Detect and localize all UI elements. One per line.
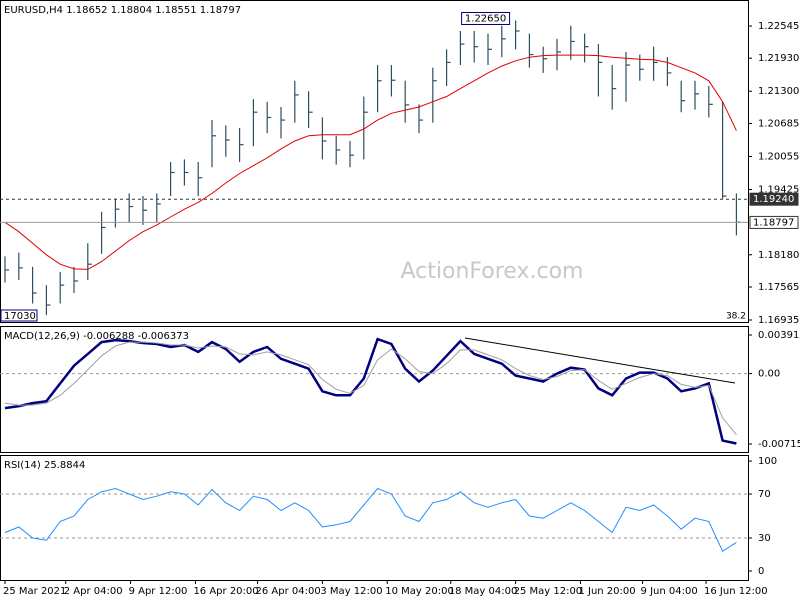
- y-tick-label: 1.16935: [758, 315, 799, 326]
- y-tick-label: 100: [758, 456, 777, 467]
- trend-line: [464, 337, 736, 384]
- price-level-label: 1.19240: [753, 194, 794, 205]
- x-tick-label: 9 Jun 04:00: [641, 586, 698, 597]
- indicator-line: [4, 487, 737, 552]
- y-tick-label: 70: [758, 489, 771, 500]
- price-level-box: [749, 215, 799, 229]
- x-tick-label: 9 Apr 12:00: [129, 586, 188, 597]
- y-tick-label: 1.19425: [758, 185, 799, 196]
- annotation-box: [0, 309, 38, 322]
- x-tick-label: 1 Jun 20:00: [578, 586, 635, 597]
- y-tick-label: 30: [758, 533, 771, 544]
- watermark: ActionForex.com: [401, 259, 584, 284]
- y-tick-label: 0: [758, 566, 764, 577]
- x-tick-label: 2 Apr 04:00: [64, 586, 123, 597]
- y-tick-label: 1.21930: [758, 53, 799, 64]
- x-tick-label: 10 May 20:00: [385, 586, 454, 597]
- indicator-line: [4, 337, 737, 445]
- moving-average: [4, 54, 737, 270]
- price-level-box: [749, 192, 799, 206]
- x-tick-label: 3 May 12:00: [320, 586, 382, 597]
- y-tick-label: 0.003917: [758, 330, 800, 341]
- x-tick-label: 26 Apr 04:00: [256, 586, 321, 597]
- panel-title: MACD(12,26,9) -0.006288 -0.006373: [4, 331, 189, 342]
- x-tick-label: 25 May 12:00: [514, 586, 583, 597]
- x-tick-label: 16 Jun 12:00: [704, 586, 768, 597]
- panel-frame: [0, 455, 749, 581]
- panel-title: RSI(14) 25.8844: [4, 460, 85, 471]
- panel-frame: [0, 0, 749, 323]
- x-tick-label: 18 May 04:00: [449, 586, 518, 597]
- panel-frame: [0, 326, 749, 453]
- indicator-line: [4, 341, 737, 436]
- price-level-label: 1.18797: [753, 217, 794, 228]
- y-tick-label: 0.00: [758, 369, 780, 380]
- y-tick-label: 1.18180: [758, 250, 799, 261]
- x-tick-label: 25 Mar 2021: [3, 586, 66, 597]
- annotation-box: [461, 11, 511, 25]
- y-tick-label: 1.22545: [758, 21, 799, 32]
- panel-title: EURUSD,H4 1.18652 1.18804 1.18551 1.1879…: [4, 5, 241, 16]
- y-tick-label: 1.21300: [758, 86, 799, 97]
- y-tick-label: 1.20055: [758, 151, 799, 162]
- y-tick-label: 1.17565: [758, 282, 799, 293]
- annotation: 17030: [4, 311, 36, 322]
- x-tick-label: 16 Apr 20:00: [193, 586, 258, 597]
- annotation: 38.2: [726, 312, 746, 322]
- y-tick-label: 1.20685: [758, 118, 799, 129]
- y-tick-label: -0.007152: [758, 439, 800, 450]
- annotation: 1.22650: [465, 13, 506, 24]
